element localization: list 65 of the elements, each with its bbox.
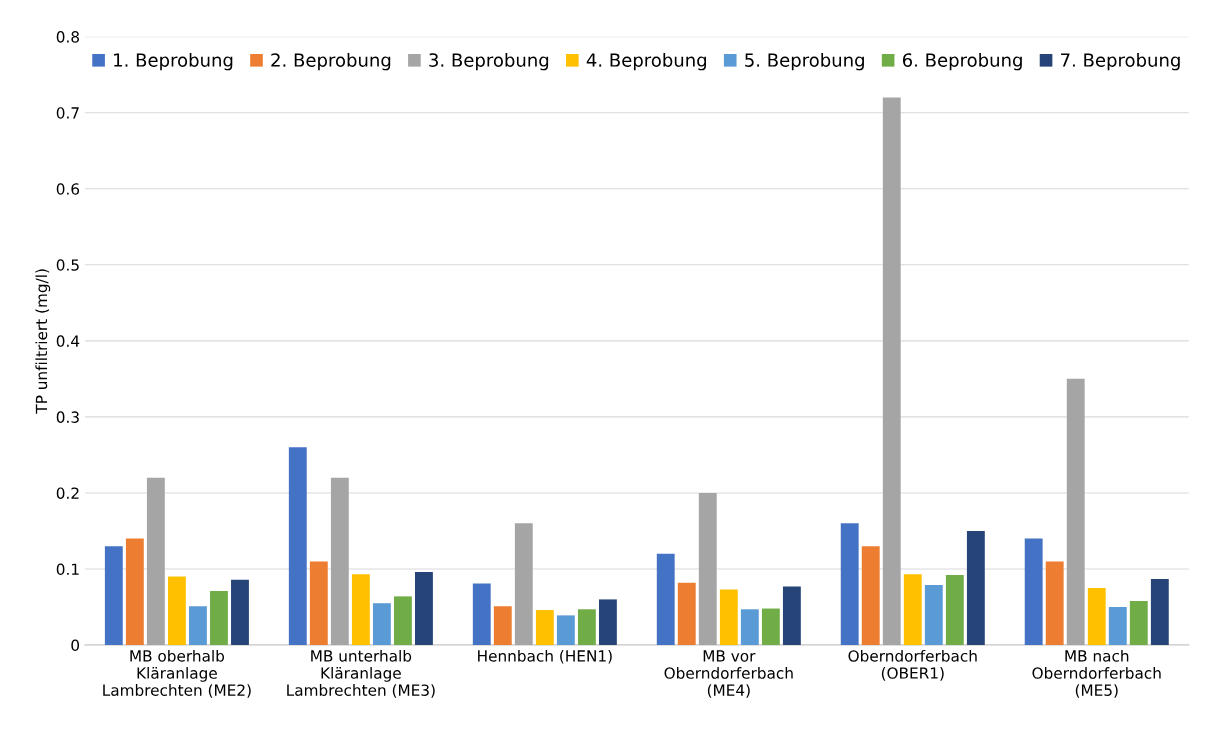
- bar: [740, 609, 759, 646]
- x-tick-label: MB nach Oberndorferbach (ME5): [1032, 649, 1161, 698]
- bar: [372, 603, 391, 646]
- legend-label: 6. Beprobung: [902, 52, 1022, 71]
- bar: [351, 574, 370, 646]
- bar: [677, 582, 696, 646]
- legend-label: 1. Beprobung: [114, 52, 233, 71]
- bar: [535, 610, 554, 646]
- y-tick-label: 0.1: [56, 563, 79, 576]
- bar: [125, 538, 144, 646]
- bar: [966, 530, 985, 646]
- bar: [1108, 607, 1127, 646]
- bar: [598, 599, 617, 646]
- x-tick-label: MB oberhalb Kläranlage Lambrechten (ME2): [103, 649, 251, 698]
- bar: [330, 477, 349, 646]
- legend-label: 7. Beprobung: [1061, 52, 1180, 71]
- y-tick-label: 0.2: [56, 487, 79, 499]
- bar: [556, 615, 575, 646]
- bar: [146, 477, 165, 646]
- x-tick-label: MB unterhalb Kläranlage Lambrechten (ME3): [287, 649, 435, 698]
- legend-label: 2. Beprobung: [271, 52, 391, 71]
- y-tick-label: 0.7: [56, 107, 79, 119]
- bar: [577, 609, 596, 646]
- bar: [210, 591, 228, 646]
- x-tick-label: Oberndorferbach (OBER1): [848, 649, 977, 681]
- y-axis-title: TP unfiltriert (mg/l): [35, 269, 51, 414]
- bar: [493, 606, 512, 646]
- bar: [288, 447, 307, 646]
- bar: [861, 546, 880, 646]
- bar: [1087, 588, 1106, 646]
- legend-label: 3. Beprobung: [429, 52, 549, 71]
- x-tick-label: MB vor Oberndorferbach (ME4): [664, 650, 793, 698]
- y-tick-label: 0.6: [56, 183, 80, 195]
- bar: [514, 523, 533, 646]
- y-tick-label: 0.4: [56, 335, 80, 347]
- bar: [188, 606, 207, 646]
- bar: [104, 546, 123, 646]
- bar: [1045, 561, 1064, 646]
- y-tick-label: 0: [71, 639, 80, 652]
- bar: [415, 572, 433, 646]
- bar: [309, 561, 328, 646]
- y-tick-label: 0.8: [56, 31, 79, 43]
- bar: [393, 596, 412, 646]
- bar: [1150, 578, 1169, 646]
- bar: [761, 608, 780, 646]
- y-tick-label: 0.5: [56, 259, 79, 271]
- bar: [1024, 538, 1043, 646]
- bar: [924, 584, 943, 646]
- x-tick-label: Hennbach (HEN1): [478, 649, 612, 664]
- bar: [945, 575, 964, 646]
- bar: [1066, 378, 1085, 646]
- bar: [719, 589, 738, 646]
- bar: [903, 574, 922, 646]
- y-tick-label: 0.3: [56, 411, 79, 423]
- bar: [840, 523, 859, 646]
- bar: [1129, 600, 1148, 646]
- bar: [167, 576, 186, 646]
- bar: [882, 97, 901, 646]
- bar: [782, 586, 801, 646]
- bar: [656, 553, 675, 646]
- legend-label: 4. Beprobung: [586, 52, 707, 71]
- bar: [698, 492, 717, 646]
- bar: [231, 579, 249, 646]
- bar: [472, 583, 491, 646]
- legend-label: 5. Beprobung: [745, 52, 864, 71]
